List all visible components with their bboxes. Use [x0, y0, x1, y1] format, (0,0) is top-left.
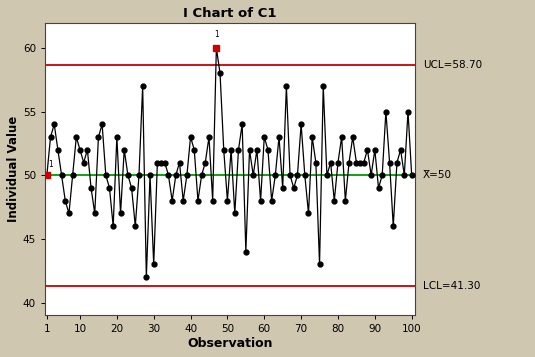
Text: Χ̅=50: Χ̅=50 — [423, 170, 452, 180]
Text: 1: 1 — [214, 30, 219, 39]
Text: 1: 1 — [49, 160, 54, 169]
Text: UCL=58.70: UCL=58.70 — [423, 60, 482, 70]
Y-axis label: Individual Value: Individual Value — [7, 116, 20, 222]
X-axis label: Observation: Observation — [187, 337, 273, 350]
Text: LCL=41.30: LCL=41.30 — [423, 281, 480, 291]
Title: I Chart of C1: I Chart of C1 — [184, 7, 277, 20]
